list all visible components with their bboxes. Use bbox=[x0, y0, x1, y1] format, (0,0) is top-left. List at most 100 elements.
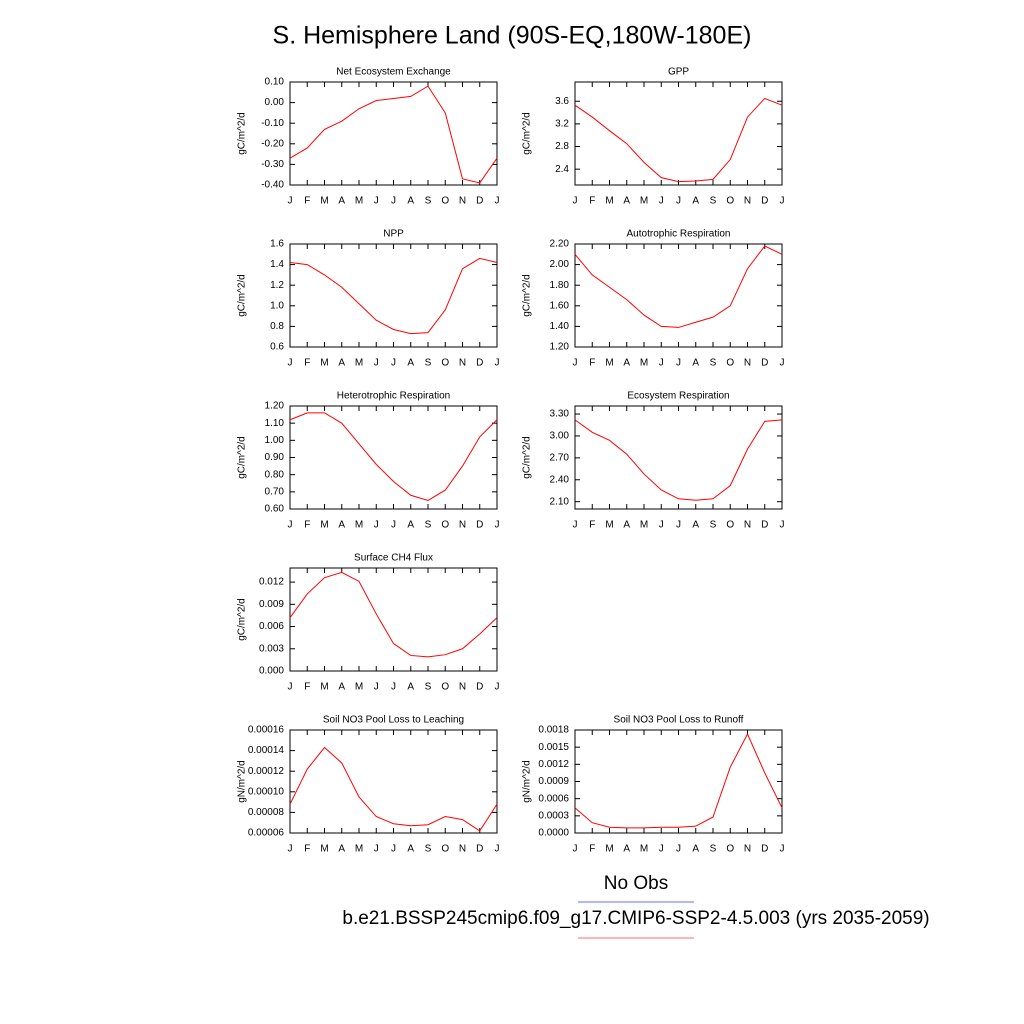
y-tick-label: 0.00010 bbox=[248, 786, 285, 797]
x-tick-label: O bbox=[726, 520, 734, 531]
y-tick-label: 0.012 bbox=[259, 577, 284, 588]
x-tick-label: J bbox=[780, 358, 785, 369]
x-tick-label: A bbox=[623, 196, 630, 207]
x-tick-label: D bbox=[476, 520, 483, 531]
y-tick-label: 2.70 bbox=[550, 453, 570, 464]
x-tick-label: D bbox=[476, 682, 483, 693]
x-tick-label: J bbox=[374, 844, 379, 855]
plot-frame bbox=[289, 567, 498, 672]
data-line bbox=[574, 732, 783, 829]
data-line bbox=[289, 257, 498, 335]
y-tick-label: 2.40 bbox=[550, 474, 570, 485]
x-tick-label: A bbox=[623, 358, 630, 369]
panel-title: Soil NO3 Pool Loss to Leaching bbox=[323, 715, 464, 726]
y-tick-label: 0.0000 bbox=[538, 828, 569, 839]
y-tick-label: 0.0003 bbox=[538, 810, 569, 821]
x-tick-label: J bbox=[573, 520, 578, 531]
panel-title: Surface CH4 Flux bbox=[354, 553, 433, 564]
x-tick-label: M bbox=[355, 520, 363, 531]
x-tick-label: M bbox=[640, 520, 648, 531]
y-tick-label: 3.00 bbox=[550, 431, 570, 442]
y-tick-label: 0.00008 bbox=[248, 807, 285, 818]
x-tick-label: A bbox=[692, 520, 699, 531]
x-tick-label: J bbox=[495, 358, 500, 369]
x-tick-label: M bbox=[605, 358, 613, 369]
x-tick-label: J bbox=[780, 844, 785, 855]
panel-title: Autotrophic Respiration bbox=[627, 229, 731, 240]
x-tick-label: M bbox=[640, 196, 648, 207]
x-tick-label: M bbox=[355, 196, 363, 207]
x-tick-label: D bbox=[476, 844, 483, 855]
x-tick-label: O bbox=[441, 358, 449, 369]
x-tick-label: M bbox=[605, 520, 613, 531]
x-tick-label: J bbox=[573, 844, 578, 855]
y-tick-label: 0.003 bbox=[259, 643, 284, 654]
x-tick-label: J bbox=[495, 682, 500, 693]
x-tick-label: A bbox=[338, 682, 345, 693]
x-tick-label: A bbox=[407, 196, 414, 207]
x-tick-label: S bbox=[710, 844, 717, 855]
x-tick-label: M bbox=[355, 358, 363, 369]
y-tick-label: 1.0 bbox=[270, 300, 284, 311]
x-tick-label: J bbox=[659, 844, 664, 855]
y-tick-label: 0.00016 bbox=[248, 725, 285, 736]
x-tick-label: O bbox=[441, 844, 449, 855]
y-tick-label: 0.009 bbox=[259, 599, 284, 610]
y-tick-label: 0.00012 bbox=[248, 766, 285, 777]
data-line bbox=[289, 85, 498, 184]
x-tick-label: J bbox=[391, 520, 396, 531]
y-tick-label: 0.6 bbox=[270, 342, 284, 353]
x-tick-label: M bbox=[355, 844, 363, 855]
x-tick-label: M bbox=[320, 844, 328, 855]
y-tick-label: 0.10 bbox=[265, 77, 285, 88]
y-tick-label: 0.006 bbox=[259, 621, 284, 632]
y-tick-label: -0.20 bbox=[261, 138, 284, 149]
y-axis-label: gN/m^2/d bbox=[522, 760, 533, 803]
y-axis-label: gC/m^2/d bbox=[237, 436, 248, 479]
y-tick-label: 1.10 bbox=[265, 418, 285, 429]
legend-label: b.e21.BSSP245cmip6.f09_g17.CMIP6-SSP2-4.… bbox=[342, 908, 929, 929]
x-tick-label: A bbox=[692, 358, 699, 369]
x-tick-label: F bbox=[304, 682, 310, 693]
x-tick-label: M bbox=[640, 844, 648, 855]
x-tick-label: M bbox=[605, 196, 613, 207]
y-tick-label: -0.30 bbox=[261, 159, 284, 170]
y-axis-label: gC/m^2/d bbox=[522, 274, 533, 317]
y-tick-label: 0.00006 bbox=[248, 828, 285, 839]
y-tick-label: 2.00 bbox=[550, 259, 570, 270]
x-tick-label: J bbox=[659, 520, 664, 531]
x-tick-label: F bbox=[589, 520, 595, 531]
x-tick-label: J bbox=[374, 682, 379, 693]
x-tick-label: N bbox=[459, 682, 466, 693]
y-tick-label: 2.10 bbox=[550, 496, 570, 507]
x-tick-label: J bbox=[676, 358, 681, 369]
x-tick-label: S bbox=[425, 520, 432, 531]
x-tick-label: N bbox=[459, 520, 466, 531]
x-tick-label: A bbox=[407, 844, 414, 855]
legend-label: No Obs bbox=[604, 873, 668, 894]
x-tick-label: J bbox=[391, 358, 396, 369]
y-tick-label: 3.6 bbox=[555, 96, 569, 107]
x-tick-label: D bbox=[761, 520, 768, 531]
y-tick-label: 1.4 bbox=[270, 259, 284, 270]
x-tick-label: S bbox=[710, 520, 717, 531]
x-tick-label: S bbox=[425, 358, 432, 369]
x-tick-label: J bbox=[288, 520, 293, 531]
panel-title: Heterotrophic Respiration bbox=[337, 391, 450, 402]
x-tick-label: D bbox=[761, 196, 768, 207]
data-line bbox=[574, 419, 783, 501]
y-tick-label: 0.70 bbox=[265, 486, 285, 497]
x-tick-label: F bbox=[304, 196, 310, 207]
x-tick-label: J bbox=[391, 844, 396, 855]
y-tick-label: -0.40 bbox=[261, 180, 284, 191]
x-tick-label: O bbox=[726, 844, 734, 855]
y-tick-label: 0.60 bbox=[265, 504, 285, 515]
y-tick-label: 0.00014 bbox=[248, 745, 285, 756]
y-tick-label: 1.60 bbox=[550, 300, 570, 311]
y-tick-label: 1.6 bbox=[270, 239, 284, 250]
x-tick-label: A bbox=[692, 196, 699, 207]
x-tick-label: J bbox=[495, 520, 500, 531]
x-tick-label: O bbox=[441, 196, 449, 207]
x-tick-label: M bbox=[640, 358, 648, 369]
x-tick-label: J bbox=[676, 196, 681, 207]
